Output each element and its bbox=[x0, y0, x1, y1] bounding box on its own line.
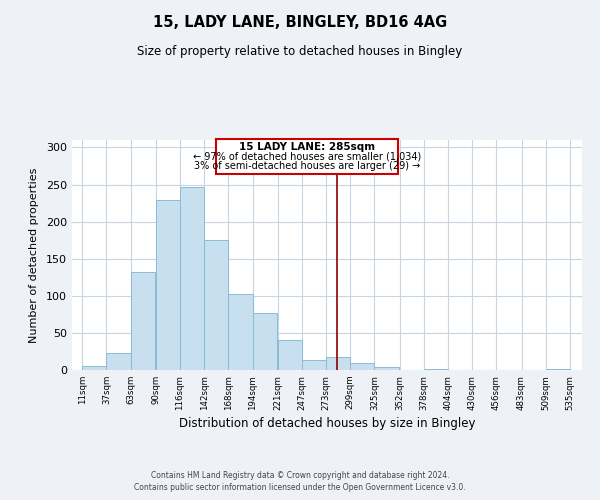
Bar bbox=[82, 366, 106, 370]
Bar bbox=[253, 313, 277, 370]
FancyBboxPatch shape bbox=[216, 138, 398, 174]
Bar bbox=[106, 353, 131, 370]
Bar bbox=[546, 368, 570, 370]
Bar bbox=[156, 200, 180, 370]
Bar bbox=[180, 188, 204, 370]
Y-axis label: Number of detached properties: Number of detached properties bbox=[29, 168, 39, 342]
Bar bbox=[204, 240, 229, 370]
Bar bbox=[326, 358, 350, 370]
Text: 3% of semi-detached houses are larger (29) →: 3% of semi-detached houses are larger (2… bbox=[194, 161, 420, 171]
Text: Size of property relative to detached houses in Bingley: Size of property relative to detached ho… bbox=[137, 45, 463, 58]
Text: Contains public sector information licensed under the Open Government Licence v3: Contains public sector information licen… bbox=[134, 484, 466, 492]
Bar bbox=[131, 272, 155, 370]
Text: 15, LADY LANE, BINGLEY, BD16 4AG: 15, LADY LANE, BINGLEY, BD16 4AG bbox=[153, 15, 447, 30]
Bar bbox=[278, 340, 302, 370]
Bar bbox=[229, 294, 253, 370]
Text: ← 97% of detached houses are smaller (1,034): ← 97% of detached houses are smaller (1,… bbox=[193, 152, 421, 162]
X-axis label: Distribution of detached houses by size in Bingley: Distribution of detached houses by size … bbox=[179, 416, 475, 430]
Bar bbox=[374, 367, 398, 370]
Bar bbox=[302, 360, 326, 370]
Bar bbox=[350, 362, 374, 370]
Text: Contains HM Land Registry data © Crown copyright and database right 2024.: Contains HM Land Registry data © Crown c… bbox=[151, 471, 449, 480]
Text: 15 LADY LANE: 285sqm: 15 LADY LANE: 285sqm bbox=[239, 142, 375, 152]
